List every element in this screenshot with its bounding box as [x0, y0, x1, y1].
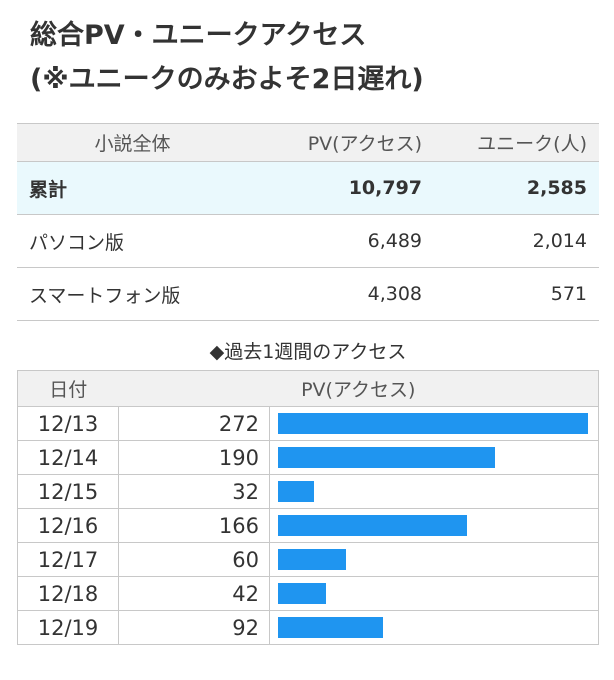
- summary-header-row: 小説全体 PV(アクセス) ユニーク(人): [17, 123, 599, 162]
- weekly-date: 12/15: [17, 474, 119, 509]
- weekly-pv: 60: [118, 542, 270, 577]
- table-row: 12/19 92: [17, 610, 599, 645]
- page-title-line1: 総合PV・ユニークアクセス: [30, 20, 367, 51]
- weekly-pv: 190: [118, 440, 270, 475]
- weekly-body: 12/13 272 12/14 190 12/15 32 12/16 166 12/17 60 12…: [17, 406, 599, 645]
- summary-row-unique: 571: [434, 267, 599, 321]
- pv-bar: [278, 481, 315, 502]
- weekly-bar-cell: [269, 406, 599, 441]
- summary-header-pv: PV(アクセス): [247, 123, 435, 162]
- summary-row-pc: パソコン版 6,489 2,014: [17, 214, 599, 268]
- summary-row-total: 累計 10,797 2,585: [17, 161, 599, 215]
- weekly-bar-cell: [269, 610, 599, 645]
- summary-row-unique: 2,585: [434, 161, 599, 215]
- table-row: 12/14 190: [17, 440, 599, 475]
- summary-row-pv: 10,797: [247, 161, 435, 215]
- table-row: 12/16 166: [17, 508, 599, 543]
- summary-row-label: パソコン版: [17, 214, 248, 268]
- weekly-bar-cell: [269, 542, 599, 577]
- pv-bar: [278, 617, 383, 638]
- table-row: 12/13 272: [17, 406, 599, 441]
- page-title-line2: (※ユニークのみおよそ2日遅れ): [30, 64, 424, 95]
- weekly-date: 12/18: [17, 576, 119, 611]
- weekly-date: 12/14: [17, 440, 119, 475]
- summary-header-novel: 小説全体: [17, 123, 248, 162]
- weekly-header-date: 日付: [17, 370, 119, 407]
- summary-table: 小説全体 PV(アクセス) ユニーク(人) 累計 10,797 2,585 パソ…: [17, 123, 599, 321]
- weekly-pv: 92: [118, 610, 270, 645]
- table-row: 12/18 42: [17, 576, 599, 611]
- weekly-date: 12/13: [17, 406, 119, 441]
- summary-header-unique: ユニーク(人): [434, 123, 599, 162]
- summary-row-pv: 6,489: [247, 214, 435, 268]
- weekly-date: 12/16: [17, 508, 119, 543]
- pv-bar: [278, 515, 468, 536]
- weekly-heading: ◆過去1週間のアクセス: [209, 341, 407, 363]
- weekly-header-pv: PV(アクセス): [118, 370, 599, 407]
- table-row: 12/17 60: [17, 542, 599, 577]
- weekly-date: 12/19: [17, 610, 119, 645]
- weekly-bar-cell: [269, 508, 599, 543]
- pv-bar: [278, 447, 495, 468]
- weekly-pv: 32: [118, 474, 270, 509]
- weekly-date: 12/17: [17, 542, 119, 577]
- pv-bar: [278, 549, 347, 570]
- table-row: 12/15 32: [17, 474, 599, 509]
- weekly-header-row: 日付 PV(アクセス): [17, 370, 599, 407]
- summary-row-label: 累計: [17, 161, 248, 215]
- pv-bar: [278, 413, 588, 434]
- pv-bar: [278, 583, 326, 604]
- weekly-bar-cell: [269, 576, 599, 611]
- weekly-pv: 272: [118, 406, 270, 441]
- weekly-table: 日付 PV(アクセス) 12/13 272 12/14 190 12/15 32 12/16…: [17, 370, 599, 645]
- weekly-pv: 166: [118, 508, 270, 543]
- summary-row-smartphone: スマートフォン版 4,308 571: [17, 267, 599, 321]
- summary-row-label: スマートフォン版: [17, 267, 248, 321]
- weekly-bar-cell: [269, 440, 599, 475]
- summary-row-unique: 2,014: [434, 214, 599, 268]
- page-title: 総合PV・ユニークアクセス (※ユニークのみおよそ2日遅れ): [30, 14, 424, 102]
- weekly-pv: 42: [118, 576, 270, 611]
- summary-row-pv: 4,308: [247, 267, 435, 321]
- weekly-bar-cell: [269, 474, 599, 509]
